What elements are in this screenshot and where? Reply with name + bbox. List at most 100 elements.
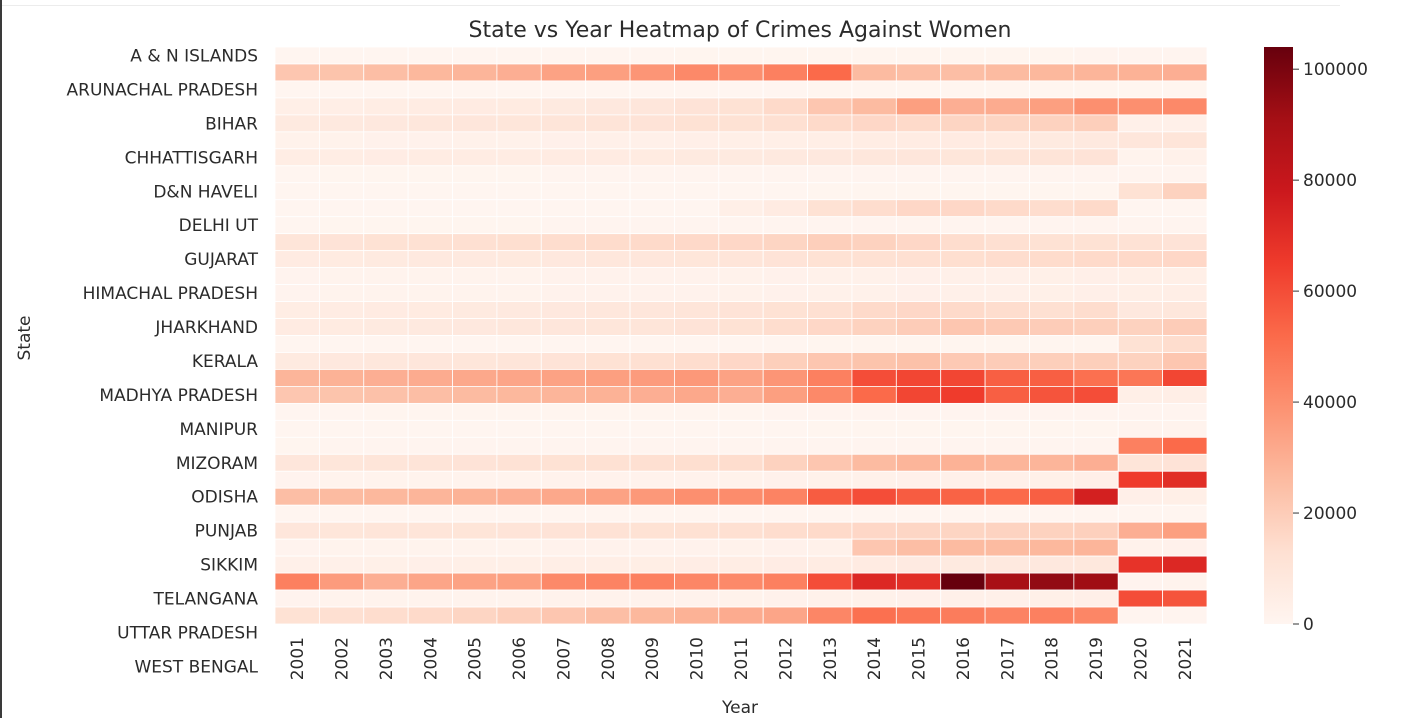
heatmap-cell xyxy=(1073,97,1119,116)
heatmap-cell xyxy=(407,148,453,167)
heatmap-cell xyxy=(363,335,409,353)
heatmap-cell xyxy=(407,555,453,574)
heatmap-cell xyxy=(1073,233,1119,252)
heatmap-cell xyxy=(318,318,365,336)
heatmap-cell xyxy=(407,233,453,252)
heatmap-cell xyxy=(540,284,587,302)
heatmap-cell xyxy=(1029,572,1075,591)
heatmap-cell xyxy=(274,148,320,167)
heatmap-cell xyxy=(452,63,498,82)
heatmap-cell xyxy=(718,504,764,523)
heatmap-cell xyxy=(984,589,1030,608)
heatmap-cell xyxy=(585,572,631,591)
heatmap-cell xyxy=(363,538,409,557)
heatmap-cell xyxy=(1029,453,1075,472)
heatmap-cell xyxy=(407,419,453,438)
heatmap-cell xyxy=(318,352,365,370)
y-tick-label: DELHI UT xyxy=(179,216,259,236)
heatmap-cell xyxy=(895,216,942,235)
heatmap-cell xyxy=(940,402,986,421)
heatmap-cell xyxy=(940,470,986,489)
heatmap-cell xyxy=(807,182,853,201)
heatmap-cell xyxy=(407,80,453,99)
x-tick-label: 2001 xyxy=(288,637,308,680)
heatmap-cell xyxy=(851,63,897,82)
heatmap-cell xyxy=(807,97,853,116)
heatmap-cell xyxy=(629,504,675,523)
heatmap-cell xyxy=(807,267,853,285)
heatmap-cell xyxy=(718,538,764,557)
heatmap-cell xyxy=(984,470,1030,489)
heatmap-cell xyxy=(585,165,631,184)
heatmap-cell xyxy=(984,63,1030,82)
heatmap-cell xyxy=(1117,504,1164,523)
heatmap-cell xyxy=(1029,386,1075,404)
heatmap-cell xyxy=(718,46,764,65)
heatmap-cell xyxy=(274,63,320,82)
heatmap-cell xyxy=(629,250,675,269)
heatmap-cell xyxy=(940,453,986,472)
heatmap-cell xyxy=(363,165,409,184)
heatmap-cell xyxy=(895,538,942,557)
heatmap-cell xyxy=(762,267,808,285)
heatmap-cell xyxy=(674,487,720,506)
heatmap-cell xyxy=(407,589,453,608)
heatmap-cell xyxy=(851,606,897,625)
heatmap-cell xyxy=(318,369,365,387)
heatmap-cell xyxy=(585,386,631,404)
heatmap-cell xyxy=(452,555,498,574)
heatmap-cell xyxy=(585,419,631,438)
heatmap-cell xyxy=(940,301,986,319)
heatmap-cell xyxy=(851,538,897,557)
heatmap-cell xyxy=(984,352,1030,370)
x-tick-labels: 2001 2002 2003 2004 2005 2006 2007 2008 2009 2010… xyxy=(288,637,1196,680)
heatmap-cell xyxy=(585,453,631,472)
heatmap-cell xyxy=(851,419,897,438)
heatmap-cell xyxy=(1162,216,1208,235)
heatmap-cell xyxy=(674,216,720,235)
heatmap-cell xyxy=(762,97,808,116)
heatmap-cell xyxy=(851,267,897,285)
heatmap-cell xyxy=(1117,148,1164,167)
heatmap-cell xyxy=(496,352,542,370)
heatmap-cell xyxy=(851,504,897,523)
heatmap-cell xyxy=(762,504,808,523)
heatmap-cell xyxy=(718,419,764,438)
heatmap-cell xyxy=(452,487,498,506)
heatmap-cell xyxy=(1029,46,1075,65)
heatmap-cell xyxy=(984,97,1030,116)
heatmap-cell xyxy=(1162,606,1208,625)
heatmap-cell xyxy=(1029,80,1075,99)
x-axis-label: Year xyxy=(721,698,758,718)
heatmap-cell xyxy=(452,419,498,438)
heatmap-cell xyxy=(1029,216,1075,235)
heatmap-cell xyxy=(1073,63,1119,82)
heatmap-cell xyxy=(762,46,808,65)
heatmap-cell xyxy=(452,301,498,319)
heatmap-cell xyxy=(851,284,897,302)
heatmap-cells xyxy=(274,46,1208,625)
heatmap-cell xyxy=(1073,131,1119,150)
heatmap-cell xyxy=(674,521,720,540)
heatmap-cell xyxy=(984,267,1030,285)
heatmap-cell xyxy=(940,233,986,252)
heatmap-cell xyxy=(1073,182,1119,201)
y-tick-label: CHHATTISGARH xyxy=(125,148,258,168)
heatmap-cell xyxy=(452,538,498,557)
heatmap-cell xyxy=(674,233,720,252)
heatmap-cell xyxy=(1073,216,1119,235)
heatmap-cell xyxy=(807,555,853,574)
heatmap-cell xyxy=(1162,114,1208,133)
x-tick-label: 2018 xyxy=(1043,637,1063,680)
heatmap-cell xyxy=(629,284,675,302)
heatmap-cell xyxy=(674,453,720,472)
heatmap-cell xyxy=(940,606,986,625)
heatmap-cell xyxy=(940,352,986,370)
heatmap-cell xyxy=(1073,402,1119,421)
heatmap-cell xyxy=(407,335,453,353)
heatmap-cell xyxy=(674,301,720,319)
heatmap-cell xyxy=(452,589,498,608)
heatmap-cell xyxy=(585,80,631,99)
heatmap-cell xyxy=(496,470,542,489)
heatmap-cell xyxy=(1029,589,1075,608)
